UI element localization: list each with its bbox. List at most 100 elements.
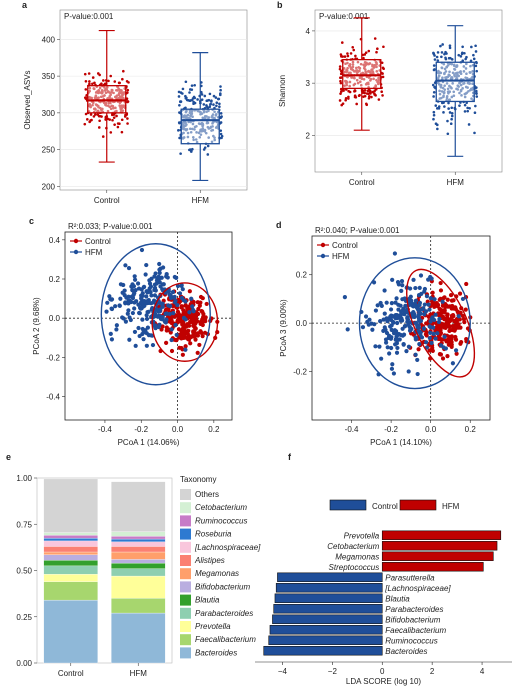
data-point [443,52,446,56]
data-point [179,152,182,155]
data-point [98,86,102,90]
stack-segment [43,581,98,601]
data-point [122,288,127,293]
data-point [378,319,383,324]
data-point [353,94,357,97]
data-point [432,95,435,98]
data-point [83,96,87,99]
stack-segment [111,481,166,532]
legend-label: Control [372,502,398,511]
data-point [447,101,450,105]
data-point [153,326,158,331]
data-point [435,331,440,336]
data-point [452,90,456,94]
data-point [450,114,454,118]
data-point [191,127,194,131]
data-point [220,134,224,138]
legend-swatch [180,528,191,540]
data-point [418,273,424,278]
data-point [421,326,427,331]
panel-label-f: f [288,452,292,462]
data-point [195,350,200,355]
data-point [153,288,158,293]
data-point [389,301,394,306]
y-axis-label: PCoA 3 (9.00%) [279,299,288,357]
data-point [447,73,451,77]
data-point [449,334,454,339]
data-point [122,105,126,109]
stack-segment [111,538,166,542]
data-point [433,85,436,89]
data-point [475,91,478,95]
data-point [149,293,154,298]
data-point [212,94,216,98]
data-point [91,76,95,79]
data-point [198,329,203,334]
data-point [164,340,169,345]
legend-label: Bifidobacterium [195,582,250,591]
y-tick-label: 0.4 [49,236,61,245]
data-point [380,90,383,94]
legend-swatch [180,568,191,580]
y-tick-label: 0.2 [296,271,308,280]
data-point [144,313,149,318]
legend-swatch [180,555,191,566]
data-point [422,302,427,307]
data-point [398,332,403,338]
data-point [382,325,387,330]
bar-label: Blautia [385,594,410,603]
data-point [206,144,210,148]
data-point [179,295,185,301]
data-point [366,62,370,66]
data-point [358,67,362,70]
data-point [179,283,184,288]
data-point [448,46,452,50]
data-point [355,69,359,73]
data-point [157,309,162,314]
data-point [97,88,100,92]
data-point [432,297,437,302]
data-point [436,107,439,110]
data-point [84,88,88,91]
data-point [157,322,162,327]
data-point [107,79,110,83]
data-point [416,347,421,352]
lda-bar [263,646,383,656]
x-axis-label: PCoA 1 (14.06%) [118,438,180,447]
data-point [216,125,219,128]
data-point [448,44,452,48]
legend-label: Alistipes [194,556,225,565]
x-tick-label: HFM [447,178,465,187]
lda-bar [273,604,383,614]
data-point [184,110,188,114]
data-point [377,344,382,349]
data-point [370,68,373,71]
data-point [383,337,389,342]
data-point [354,54,357,58]
data-point [440,101,444,105]
data-point [146,309,151,314]
data-point [188,91,191,94]
data-point [418,330,423,335]
data-point [370,95,373,99]
data-point [342,66,346,70]
data-point [450,361,456,366]
data-point [169,319,174,324]
data-point [133,343,138,348]
data-point [92,115,96,118]
data-point [208,92,212,96]
stack-segment [111,536,166,540]
data-point [94,108,97,111]
data-point [442,308,447,313]
data-point [456,314,461,319]
lda-bar [275,583,383,593]
data-point [455,75,458,78]
data-point [448,292,454,298]
data-point [192,100,195,104]
lda-bar [268,635,383,645]
data-point [218,105,221,109]
data-point [427,348,432,353]
data-point [384,300,389,305]
data-point [191,115,194,118]
data-point [440,356,446,361]
